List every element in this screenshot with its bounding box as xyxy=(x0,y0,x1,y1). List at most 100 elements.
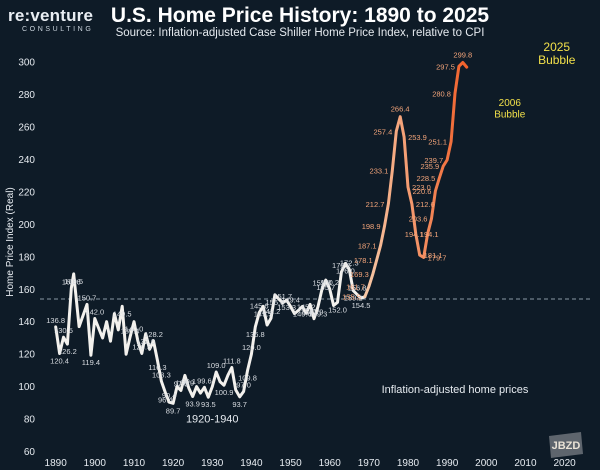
annotation: 2006 xyxy=(499,98,522,109)
data-label: 136.8 xyxy=(46,316,65,325)
data-label: 90.4 xyxy=(162,391,177,400)
data-label: 149.4 xyxy=(293,310,312,319)
annotation: Inflation-adjusted home prices xyxy=(382,384,529,396)
data-label: 194.1 xyxy=(420,230,439,239)
data-label: 151.7 xyxy=(273,292,292,301)
watermark-text: JBZD xyxy=(552,440,581,452)
data-label: 266.4 xyxy=(391,105,410,114)
y-tick-label: 200 xyxy=(18,220,35,231)
data-label: 97.6 xyxy=(174,380,189,389)
x-tick-label: 2020 xyxy=(553,458,576,469)
data-label: 170.6 xyxy=(332,261,351,270)
x-tick-label: 1970 xyxy=(358,458,381,469)
annotation: Bubble xyxy=(538,53,576,67)
y-tick-label: 220 xyxy=(18,187,35,198)
data-label: 212.7 xyxy=(366,200,385,209)
y-tick-label: 140 xyxy=(18,317,35,328)
data-label: 145.6 xyxy=(250,302,269,311)
data-label: 149.5 xyxy=(254,309,273,318)
data-label: 297.5 xyxy=(436,62,455,71)
data-label: 253.9 xyxy=(408,133,427,142)
data-label: 100.9 xyxy=(215,388,234,397)
data-label: 239.7 xyxy=(424,156,443,165)
data-label: 109.0 xyxy=(207,361,226,370)
data-label: 154.5 xyxy=(352,301,371,310)
data-label: 212.6 xyxy=(416,200,435,209)
data-label: 130.5 xyxy=(54,326,73,335)
data-label: 299.8 xyxy=(453,51,472,60)
data-label: 203.6 xyxy=(409,215,428,224)
data-label: 194.1 xyxy=(405,230,424,239)
data-label: 120.5 xyxy=(132,342,151,351)
data-label: 198.9 xyxy=(362,222,381,231)
data-label: 150.7 xyxy=(78,293,97,302)
y-tick-label: 60 xyxy=(24,447,36,458)
chart-title: U.S. Home Price History: 1890 to 2025 xyxy=(110,4,490,27)
data-label: 149.5 xyxy=(113,309,132,318)
data-label: 159.2 xyxy=(344,294,363,303)
logo-subtitle: CONSULTING xyxy=(22,26,94,33)
y-axis-label: Home Price Index (Real) xyxy=(5,187,16,296)
data-label: 93.5 xyxy=(201,400,216,409)
data-label: 153.3 xyxy=(277,303,296,312)
y-tick-label: 100 xyxy=(18,382,35,393)
data-label: 120.4 xyxy=(50,357,69,366)
data-label: 150.7 xyxy=(301,307,320,316)
annotation: 2025 xyxy=(543,40,570,54)
data-label: 155.5 xyxy=(342,293,361,302)
data-label: 152.0 xyxy=(328,305,347,314)
x-tick-label: 2010 xyxy=(514,458,537,469)
data-label: 142.2 xyxy=(262,307,281,316)
y-tick-label: 280 xyxy=(18,90,35,101)
data-label: 156.6 xyxy=(266,298,285,307)
data-label: 233.1 xyxy=(370,167,389,176)
data-label: 176.0 xyxy=(336,266,355,275)
data-label: 141.9 xyxy=(305,308,324,317)
data-label: 223.0 xyxy=(412,183,431,192)
x-tick-label: 1930 xyxy=(201,458,224,469)
data-label: 99.6 xyxy=(197,376,212,385)
x-tick-label: 1900 xyxy=(84,458,107,469)
data-label: 103.3 xyxy=(152,370,171,379)
data-label: 120.0 xyxy=(242,343,261,352)
y-tick-label: 180 xyxy=(18,252,35,263)
data-label: 109.8 xyxy=(238,374,257,383)
data-label: 99.1 xyxy=(181,377,196,386)
y-tick-label: 240 xyxy=(18,155,35,166)
data-label: 93.9 xyxy=(185,400,200,409)
annotation: Bubble xyxy=(494,109,526,120)
data-label: 156.8 xyxy=(348,283,367,292)
data-label: 142.0 xyxy=(85,308,104,317)
data-label: 119.4 xyxy=(82,358,100,367)
data-label: 126.2 xyxy=(58,347,77,356)
y-tick-label: 120 xyxy=(18,350,35,361)
series-line-modern xyxy=(363,61,469,299)
data-label: 128.2 xyxy=(144,330,163,339)
x-tick-label: 1990 xyxy=(436,458,459,469)
x-tick-label: 1910 xyxy=(123,458,146,469)
data-label: 149.4 xyxy=(281,296,300,305)
data-label: 161.7 xyxy=(346,283,365,292)
data-label: 145.2 xyxy=(297,302,316,311)
data-label: 172.3 xyxy=(340,258,359,267)
data-label: 235.9 xyxy=(420,162,439,171)
y-tick-label: 260 xyxy=(18,123,35,134)
data-label: 169.5 xyxy=(64,277,83,286)
data-label: 181.1 xyxy=(424,251,443,260)
x-tick-label: 1960 xyxy=(319,458,342,469)
data-label: 89.7 xyxy=(166,406,181,415)
data-label: 160.6 xyxy=(62,277,81,286)
data-label: 96.4 xyxy=(158,395,173,404)
y-tick-label: 160 xyxy=(18,285,35,296)
data-label: 116.3 xyxy=(148,363,166,372)
data-label: 220.6 xyxy=(413,187,432,196)
data-label: 140.0 xyxy=(125,325,144,334)
x-tick-label: 2000 xyxy=(475,458,498,469)
y-tick-label: 300 xyxy=(18,58,35,69)
logo: re:venture CONSULTING xyxy=(8,6,93,33)
data-label: 111.8 xyxy=(223,356,241,365)
data-label: 160.2 xyxy=(320,278,339,287)
x-tick-label: 1980 xyxy=(397,458,420,469)
